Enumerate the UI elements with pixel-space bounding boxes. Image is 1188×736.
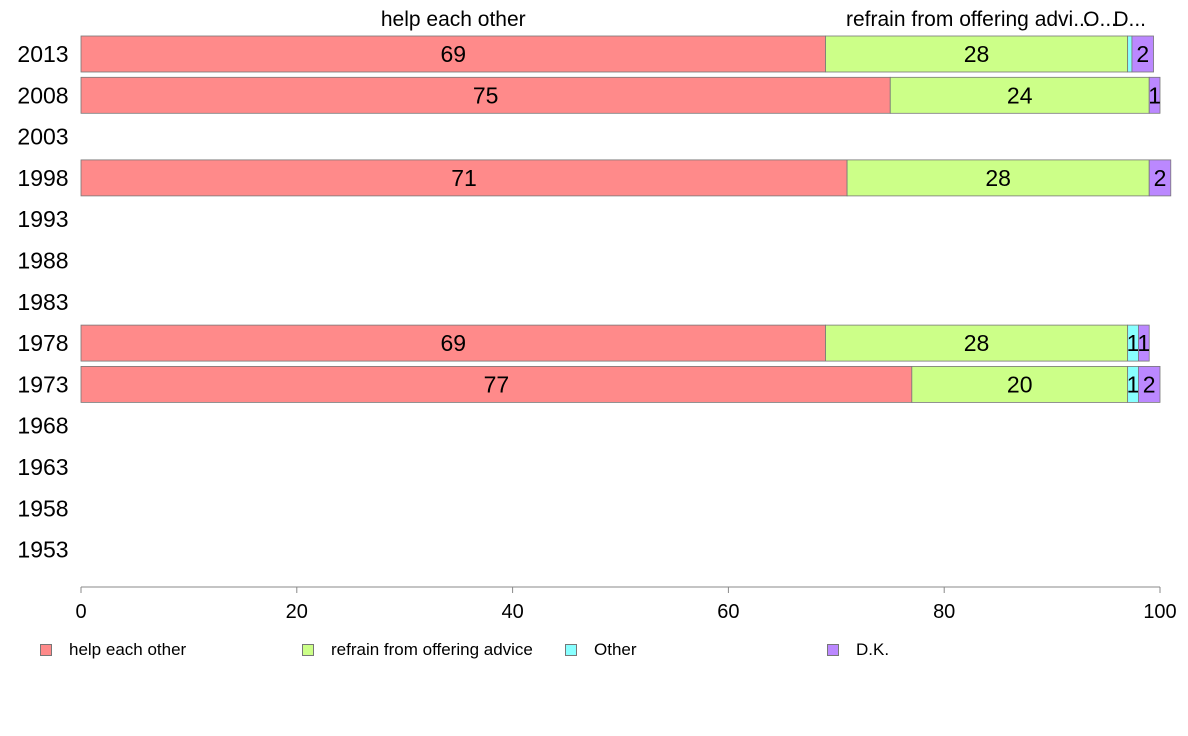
year-label-1953: 1953: [17, 537, 68, 563]
data-label-1973-d-k: 2: [1143, 371, 1156, 397]
legend-swatch-other: [565, 644, 577, 656]
legend: help each other refrain from offering ad…: [0, 639, 1188, 663]
legend-item-other: Other: [565, 639, 637, 661]
bar-2008-help-each-other: [80, 76, 891, 114]
x-tick-label-40: 40: [501, 601, 523, 623]
legend-label: refrain from offering advice: [331, 640, 533, 659]
year-label-1958: 1958: [17, 495, 68, 521]
bar-1973-d-k: [1138, 365, 1161, 403]
legend-swatch-help-each-other: [40, 644, 52, 656]
legend-item-help-each-other: help each other: [40, 639, 186, 661]
data-label-1973-refrain-from-offering-advice: 20: [1007, 371, 1033, 397]
bar-1998-help-each-other: [80, 159, 848, 197]
year-labels: 2013 2008 2003 1998 1993 1988 1983 1978 1973 1968…: [17, 41, 68, 563]
data-label-1973-help-each-other: 77: [484, 371, 510, 397]
top-label-2: refrain from offering advi...: [846, 8, 1091, 31]
data-label-1998-help-each-other: 71: [451, 165, 477, 191]
bar-2008-d-k: [1148, 76, 1161, 114]
legend-item-dk: D.K.: [827, 639, 889, 661]
legend-label: D.K.: [856, 640, 890, 659]
x-tick-label-0: 0: [75, 601, 86, 623]
year-label-1983: 1983: [17, 289, 68, 315]
top-label-4: D...: [1113, 8, 1146, 31]
bar-2013-d-k: [1131, 35, 1154, 73]
bar-2008-refrain-from-offering-advice: [889, 76, 1150, 114]
data-label-2008-help-each-other: 75: [473, 82, 499, 108]
bar-1978-d-k: [1138, 324, 1150, 362]
data-label-2008-refrain-from-offering-advice: 24: [1007, 82, 1033, 108]
bar-1998-d-k: [1148, 159, 1172, 197]
data-label-1978-help-each-other: 69: [440, 330, 466, 356]
bar-1973-help-each-other: [80, 365, 913, 403]
year-label-1988: 1988: [17, 248, 68, 274]
top-labels: help each other refrain from offering adv…: [381, 8, 1146, 31]
bar-1978-help-each-other: [80, 324, 826, 362]
legend-swatch-dk: [827, 644, 839, 656]
year-label-1978: 1978: [17, 330, 68, 356]
year-label-1968: 1968: [17, 413, 68, 439]
data-label-1998-d-k: 2: [1154, 165, 1167, 191]
data-label-2008-d-k: 1: [1148, 82, 1161, 108]
x-tick-label-20: 20: [286, 601, 308, 623]
data-label-1978-refrain-from-offering-advice: 28: [964, 330, 990, 356]
stacked-bar-chart: help each other refrain from offering adv…: [17, 8, 1177, 623]
bar-1978-refrain-from-offering-advice: [825, 324, 1129, 362]
legend-item-refrain-from-offering-advice: refrain from offering advice: [302, 639, 533, 661]
year-label-1973: 1973: [17, 371, 68, 397]
x-tick-label-60: 60: [717, 601, 739, 623]
data-label-1978-d-k: 1: [1137, 330, 1150, 356]
bar-2013-refrain-from-offering-advice: [825, 35, 1129, 73]
top-label-1: help each other: [381, 8, 526, 31]
legend-label: Other: [594, 640, 637, 659]
legend-swatch-refrain-from-offering-advice: [302, 644, 314, 656]
data-label-1973-other: 1: [1127, 371, 1140, 397]
data-label-2013-help-each-other: 69: [440, 41, 466, 67]
x-axis: 0 20 40 60 80 100: [75, 586, 1177, 623]
year-label-2013: 2013: [17, 41, 68, 67]
x-tick-label-80: 80: [933, 601, 955, 623]
data-label-1978-other: 1: [1127, 330, 1140, 356]
data-label-2013-refrain-from-offering-advice: 28: [964, 41, 990, 67]
legend-label: help each other: [69, 640, 187, 659]
x-tick-label-100: 100: [1143, 601, 1176, 623]
data-label-1998-refrain-from-offering-advice: 28: [985, 165, 1011, 191]
year-label-2003: 2003: [17, 124, 68, 150]
year-label-1998: 1998: [17, 165, 68, 191]
bar-2013-help-each-other: [80, 35, 826, 73]
year-label-1993: 1993: [17, 206, 68, 232]
bar-1998-refrain-from-offering-advice: [846, 159, 1150, 197]
bar-2013-other: [1127, 35, 1133, 73]
year-label-2008: 2008: [17, 82, 68, 108]
data-label-2013-d-k: 2: [1136, 41, 1149, 67]
bar-1973-refrain-from-offering-advice: [911, 365, 1129, 403]
year-label-1963: 1963: [17, 454, 68, 480]
top-label-3: O...: [1083, 8, 1117, 31]
